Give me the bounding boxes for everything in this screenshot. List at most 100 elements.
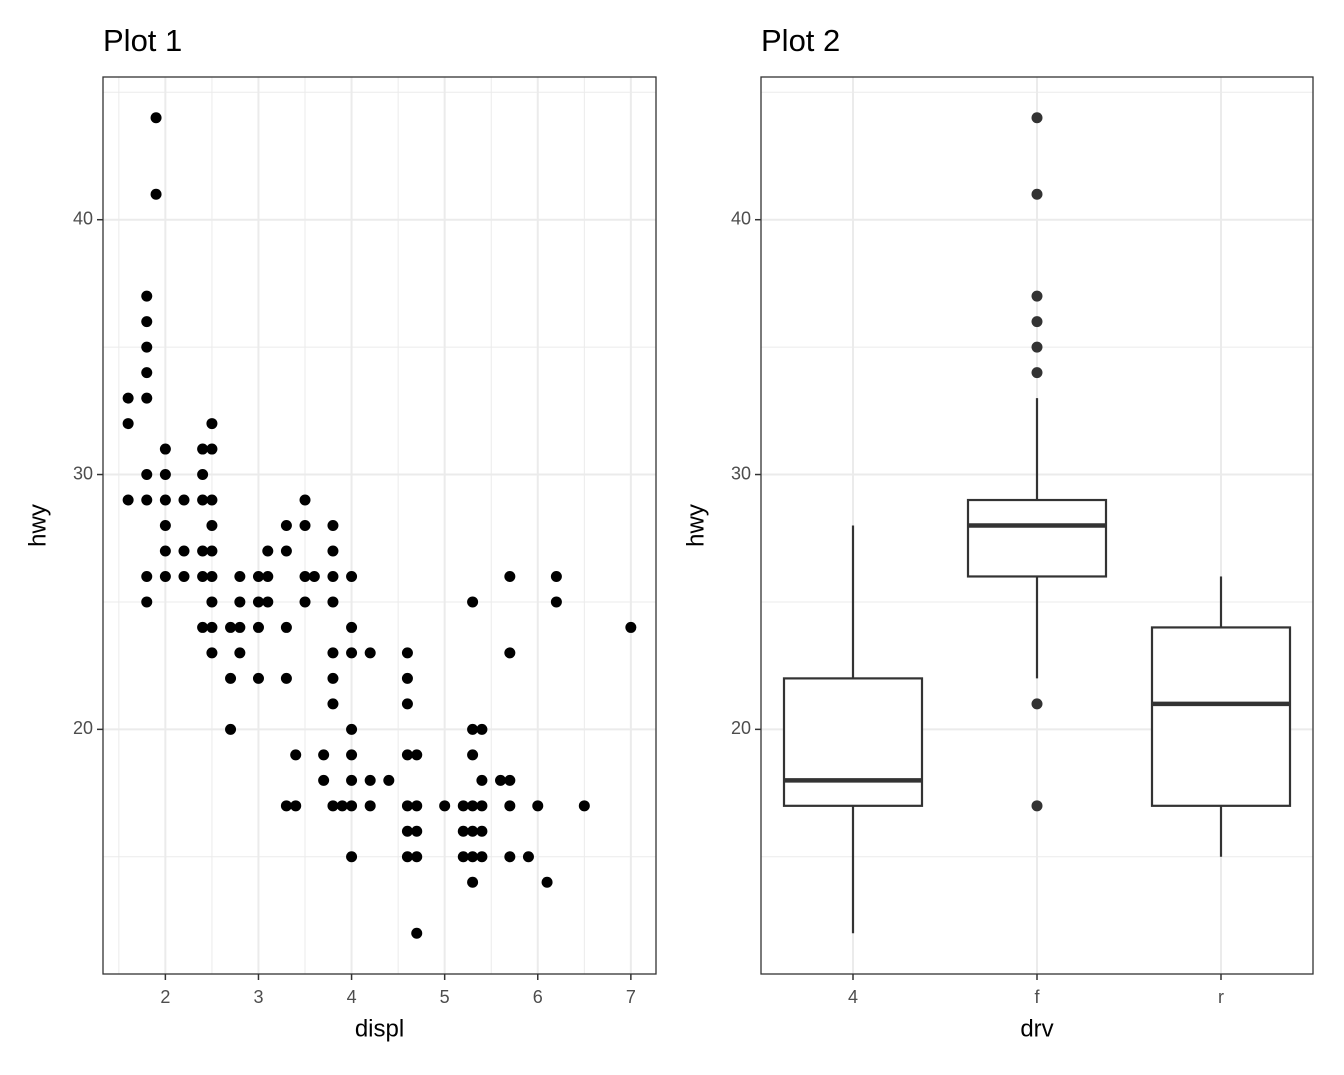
x-tick-label: r [1218, 987, 1224, 1007]
point [411, 800, 423, 812]
point [141, 596, 153, 608]
point [141, 290, 153, 302]
point [299, 520, 311, 531]
point [467, 851, 479, 863]
point [364, 647, 376, 659]
point [476, 774, 488, 786]
outlier [1031, 367, 1043, 379]
point [206, 443, 218, 455]
point [457, 851, 469, 863]
point [401, 749, 413, 761]
point [206, 545, 218, 557]
point [401, 672, 413, 684]
y-tick-label: 30 [731, 463, 751, 483]
x-tick-label: 3 [253, 987, 263, 1007]
point [327, 520, 339, 531]
point [141, 570, 153, 582]
point [476, 800, 488, 812]
x-tick-label: 2 [160, 987, 170, 1007]
point [504, 851, 516, 863]
point [225, 621, 237, 633]
point [225, 723, 237, 735]
point [280, 520, 292, 531]
x-tick-label: 6 [533, 987, 543, 1007]
point [401, 825, 413, 837]
point [252, 672, 264, 684]
point [346, 851, 358, 863]
y-tick-label: 40 [731, 208, 751, 228]
point [383, 774, 395, 786]
point [252, 621, 264, 633]
point [522, 851, 534, 863]
point [476, 851, 488, 863]
point [178, 570, 190, 582]
panel-border [102, 76, 657, 975]
point [206, 494, 218, 506]
outlier [1031, 112, 1043, 124]
point [308, 570, 320, 582]
point [364, 774, 376, 786]
point [401, 800, 413, 812]
point [346, 570, 358, 582]
point [550, 570, 562, 582]
outlier [1031, 800, 1043, 812]
point [197, 443, 209, 455]
point [159, 469, 171, 481]
y-tick-label: 30 [73, 463, 93, 483]
point [159, 443, 171, 455]
point [495, 774, 507, 786]
panel-background [103, 77, 656, 974]
point [197, 621, 209, 633]
point [141, 367, 153, 379]
point [467, 800, 479, 812]
outlier [1031, 316, 1043, 328]
point [457, 825, 469, 837]
point [299, 596, 311, 608]
point [550, 596, 562, 608]
point [234, 596, 246, 608]
point [206, 621, 218, 633]
point [467, 723, 479, 735]
point [141, 469, 153, 481]
point [504, 774, 516, 786]
point [159, 570, 171, 582]
x-tick-label: 4 [848, 987, 858, 1007]
point [290, 749, 302, 761]
point [159, 520, 171, 531]
point [327, 570, 339, 582]
point [262, 545, 274, 557]
point [457, 800, 469, 812]
point [467, 749, 479, 761]
point [476, 825, 488, 837]
point [206, 418, 218, 430]
point [346, 749, 358, 761]
point [141, 494, 153, 506]
point [504, 800, 516, 812]
box [782, 677, 924, 807]
point [290, 800, 302, 812]
point [504, 647, 516, 659]
point [364, 800, 376, 812]
point [159, 494, 171, 506]
chart-title: Plot 1 [103, 23, 182, 58]
point [206, 520, 218, 531]
point [401, 647, 413, 659]
outlier [1031, 341, 1043, 353]
point [150, 112, 162, 124]
point [439, 800, 451, 812]
point [467, 825, 479, 837]
point [159, 545, 171, 557]
point [346, 723, 358, 735]
point [401, 698, 413, 710]
point [318, 749, 330, 761]
x-tick-label: 4 [347, 987, 357, 1007]
box [966, 498, 1108, 578]
point [141, 341, 153, 353]
point [318, 774, 330, 786]
point [234, 570, 246, 582]
point [346, 774, 358, 786]
point [625, 621, 637, 633]
point [206, 647, 218, 659]
point [327, 647, 339, 659]
